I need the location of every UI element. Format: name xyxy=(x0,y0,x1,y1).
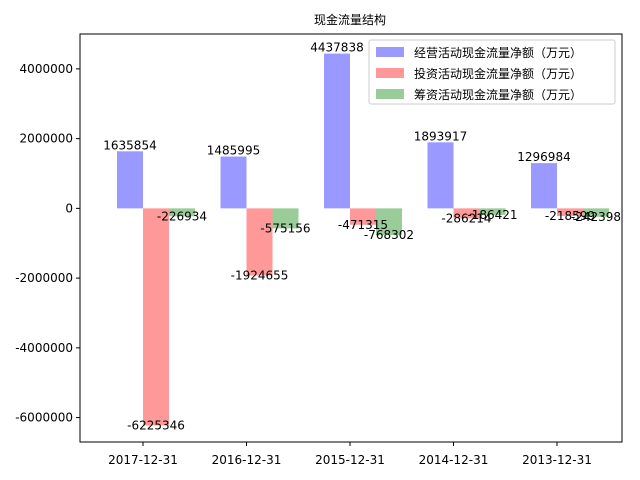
legend-swatch xyxy=(376,68,404,78)
chart-title: 现金流量结构 xyxy=(314,12,386,27)
y-tick-label: -2000000 xyxy=(15,271,73,285)
bar xyxy=(583,208,609,217)
bar xyxy=(143,208,169,426)
x-axis: 2017-12-31 2016-12-31 2015-12-31 2014-12-31… xyxy=(108,442,592,467)
data-label: 1635854 xyxy=(103,138,156,152)
bar xyxy=(246,208,273,276)
bar xyxy=(272,208,299,229)
data-label: -286214 xyxy=(441,211,491,225)
y-axis: -6000000 -4000000 -2000000 0 2000000 4000000 xyxy=(15,62,80,425)
bar xyxy=(376,208,402,236)
x-tick-label: 2015-12-31 xyxy=(315,453,385,467)
data-label: -226934 xyxy=(157,209,207,223)
legend-box xyxy=(368,39,616,105)
data-label: -6225346 xyxy=(127,418,185,432)
bar xyxy=(169,208,195,217)
data-label: -471315 xyxy=(338,218,388,232)
data-label: 1296984 xyxy=(517,150,570,164)
data-label: 1893917 xyxy=(414,129,467,143)
bar xyxy=(453,208,480,219)
legend: 经营活动现金流量净额（万元） 投资活动现金流量净额（万元） 筹资活动现金流量净额… xyxy=(368,39,616,105)
bar xyxy=(350,208,376,225)
data-label: -575156 xyxy=(260,221,310,235)
data-label: -1924655 xyxy=(231,268,289,282)
data-label: -768302 xyxy=(364,228,414,242)
x-tick-label: 2014-12-31 xyxy=(419,453,489,467)
legend-label: 经营活动现金流量净额（万元） xyxy=(414,45,582,60)
data-label: -186421 xyxy=(467,208,517,222)
data-label: 1485995 xyxy=(207,144,260,158)
x-tick-label: 2017-12-31 xyxy=(108,453,178,467)
bars-layer xyxy=(117,53,609,426)
data-label: 4437838 xyxy=(310,41,363,55)
y-tick-label: 2000000 xyxy=(20,132,73,146)
bar xyxy=(557,208,583,216)
legend-swatch xyxy=(376,89,404,99)
bar xyxy=(531,163,557,209)
bar xyxy=(117,151,143,209)
bar xyxy=(479,208,506,215)
legend-label: 投资活动现金流量净额（万元） xyxy=(414,66,582,81)
y-tick-label: 0 xyxy=(65,201,73,215)
bar xyxy=(220,156,247,209)
bar xyxy=(427,142,454,209)
data-label: -218599 xyxy=(545,209,595,223)
x-tick-label: 2013-12-31 xyxy=(522,453,592,467)
y-tick-label: 4000000 xyxy=(20,62,73,76)
plot-area-frame xyxy=(79,33,623,443)
legend-label: 筹资活动现金流量净额（万元） xyxy=(414,87,582,102)
x-tick-label: 2016-12-31 xyxy=(212,453,282,467)
data-labels-layer: 1635854 -6225346 -226934 1485995 -1924655 -57… xyxy=(103,41,621,433)
data-label: -242398 xyxy=(571,210,621,224)
legend-swatch xyxy=(376,47,404,57)
y-tick-label: -4000000 xyxy=(15,341,73,355)
bar xyxy=(324,53,350,209)
y-tick-label: -6000000 xyxy=(15,411,73,425)
